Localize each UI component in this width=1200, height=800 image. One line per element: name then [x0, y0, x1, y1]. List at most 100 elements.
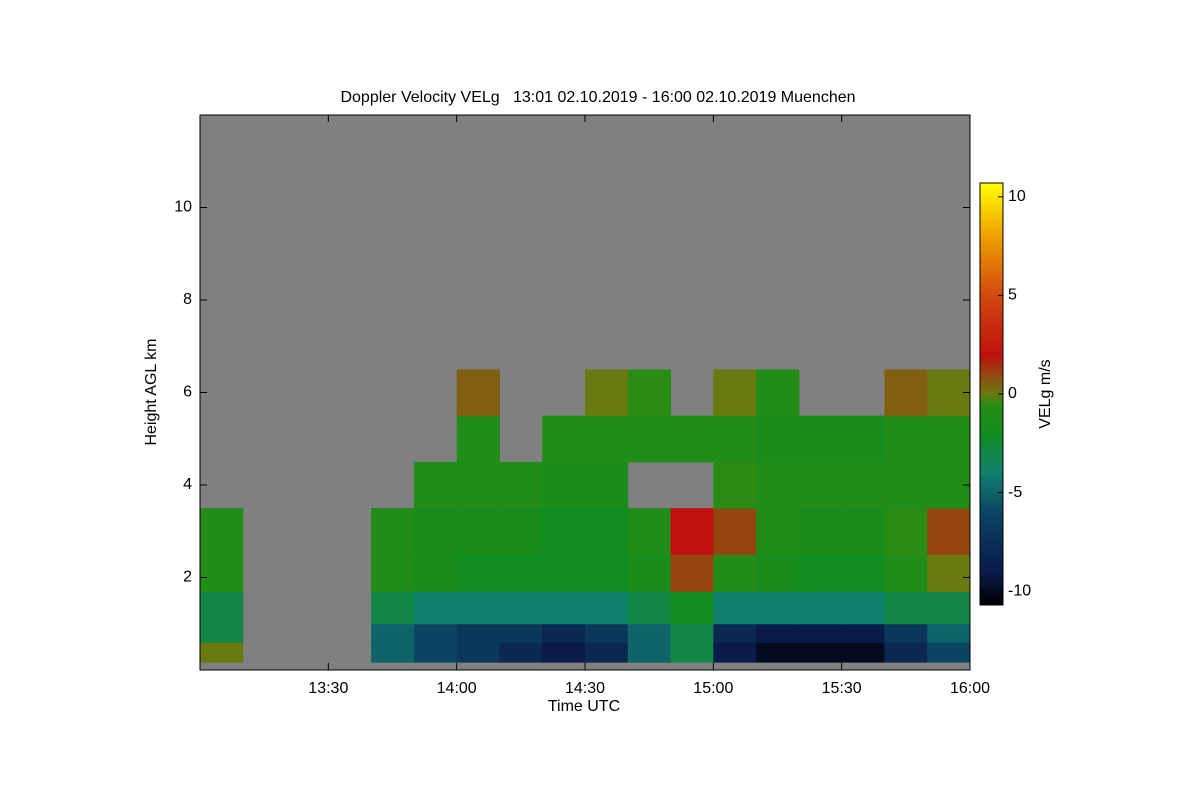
heatmap-cell [413, 508, 458, 555]
heatmap-cell [841, 554, 885, 592]
heatmap-cell [413, 554, 458, 592]
heatmap-cell [884, 369, 928, 417]
y-axis-label: Height AGL km [143, 338, 160, 445]
heatmap-cell [371, 623, 415, 643]
heatmap-cell [200, 591, 244, 625]
heatmap-cell [713, 415, 757, 463]
heatmap-cell [499, 461, 543, 509]
heatmap-cell [756, 369, 800, 417]
heatmap-cell [499, 554, 543, 592]
heatmap-cell [798, 554, 843, 592]
heatmap-cell [670, 415, 714, 463]
heatmap-cell [713, 591, 757, 625]
heatmap-cell [670, 591, 714, 625]
chart-title: Doppler Velocity VELg 13:01 02.10.2019 -… [340, 89, 855, 106]
colorbar-label: VELg m/s [1037, 359, 1054, 428]
heatmap-cell [627, 623, 672, 643]
heatmap-cell [542, 623, 586, 643]
heatmap-cell [200, 642, 244, 663]
heatmap-cell [713, 508, 757, 555]
heatmap-cell [927, 642, 971, 663]
heatmap-cell [756, 554, 800, 592]
heatmap-cell [756, 642, 800, 663]
heatmap-cell [456, 461, 500, 509]
heatmap-cell [756, 461, 800, 509]
heatmap-cell [585, 623, 629, 643]
heatmap-cell [927, 591, 971, 625]
colorbar-tick-label: 5 [1008, 287, 1017, 304]
heatmap-cell [884, 623, 928, 643]
x-tick-label: 15:30 [822, 680, 862, 697]
heatmap-cell [456, 415, 500, 463]
y-tick-label: 6 [183, 384, 192, 401]
heatmap-cell [841, 591, 885, 625]
heatmap-cell [756, 591, 800, 625]
heatmap-cell [585, 461, 629, 509]
heatmap-cell [542, 642, 586, 663]
heatmap-cell [413, 591, 458, 625]
heatmap-cell [542, 554, 586, 592]
heatmap-cell [713, 461, 757, 509]
heatmap-cell [798, 642, 843, 663]
heatmap-cell [884, 554, 928, 592]
heatmap-cell [927, 508, 971, 555]
heatmap-cell [798, 415, 843, 463]
heatmap-cell [627, 369, 672, 417]
heatmap-cell [499, 591, 543, 625]
heatmap-cell [200, 554, 244, 592]
heatmap-cell [456, 642, 500, 663]
heatmap-cell [927, 623, 971, 643]
heatmap-cell [371, 508, 415, 555]
heatmap-cell [627, 642, 672, 663]
heatmap-cell [670, 554, 714, 592]
heatmap-cell [413, 461, 458, 509]
heatmap-cell [756, 508, 800, 555]
heatmap-cell [670, 642, 714, 663]
heatmap-cell [585, 554, 629, 592]
heatmap-cell [841, 623, 885, 643]
heatmap-cell [499, 508, 543, 555]
heatmap-cell [798, 591, 843, 625]
heatmap-cell [884, 642, 928, 663]
y-tick-label: 2 [183, 569, 192, 586]
heatmap-cell [499, 623, 543, 643]
heatmap-cell [456, 508, 500, 555]
heatmap-cell [413, 642, 458, 663]
heatmap-cell [413, 623, 458, 643]
heatmap-cell [627, 591, 672, 625]
heatmap-cell [585, 642, 629, 663]
colorbar-tick-label: -10 [1008, 582, 1031, 599]
heatmap-cell [371, 591, 415, 625]
heatmap-cell [798, 623, 843, 643]
heatmap-cell [841, 642, 885, 663]
heatmap-cell [585, 415, 629, 463]
heatmap-cell [627, 508, 672, 555]
heatmap-cell [713, 623, 757, 643]
heatmap-cell [371, 642, 415, 663]
heatmap-cell [456, 369, 500, 417]
heatmap-cell [841, 508, 885, 555]
heatmap-cell [670, 508, 714, 555]
heatmap-cell [798, 508, 843, 555]
heatmap-cell [627, 554, 672, 592]
heatmap-cell [585, 369, 629, 417]
x-tick-label: 14:00 [437, 680, 477, 697]
heatmap-cell [670, 623, 714, 643]
heatmap-cell [927, 554, 971, 592]
y-tick-label: 10 [174, 199, 192, 216]
y-tick-label: 8 [183, 291, 192, 308]
heatmap-cell [884, 461, 928, 509]
heatmap-cell [585, 508, 629, 555]
heatmap-cell [927, 415, 971, 463]
heatmap-cell [713, 369, 757, 417]
heatmap-cell [841, 415, 885, 463]
heatmap-cell [884, 508, 928, 555]
colorbar-tick-label: 0 [1008, 385, 1017, 402]
heatmap-cell [756, 415, 800, 463]
heatmap-cell [713, 642, 757, 663]
heatmap-cell [200, 508, 244, 555]
heatmap-cell [456, 623, 500, 643]
x-tick-label: 14:30 [565, 680, 605, 697]
heatmap-cell [585, 591, 629, 625]
heatmap-cell [884, 591, 928, 625]
